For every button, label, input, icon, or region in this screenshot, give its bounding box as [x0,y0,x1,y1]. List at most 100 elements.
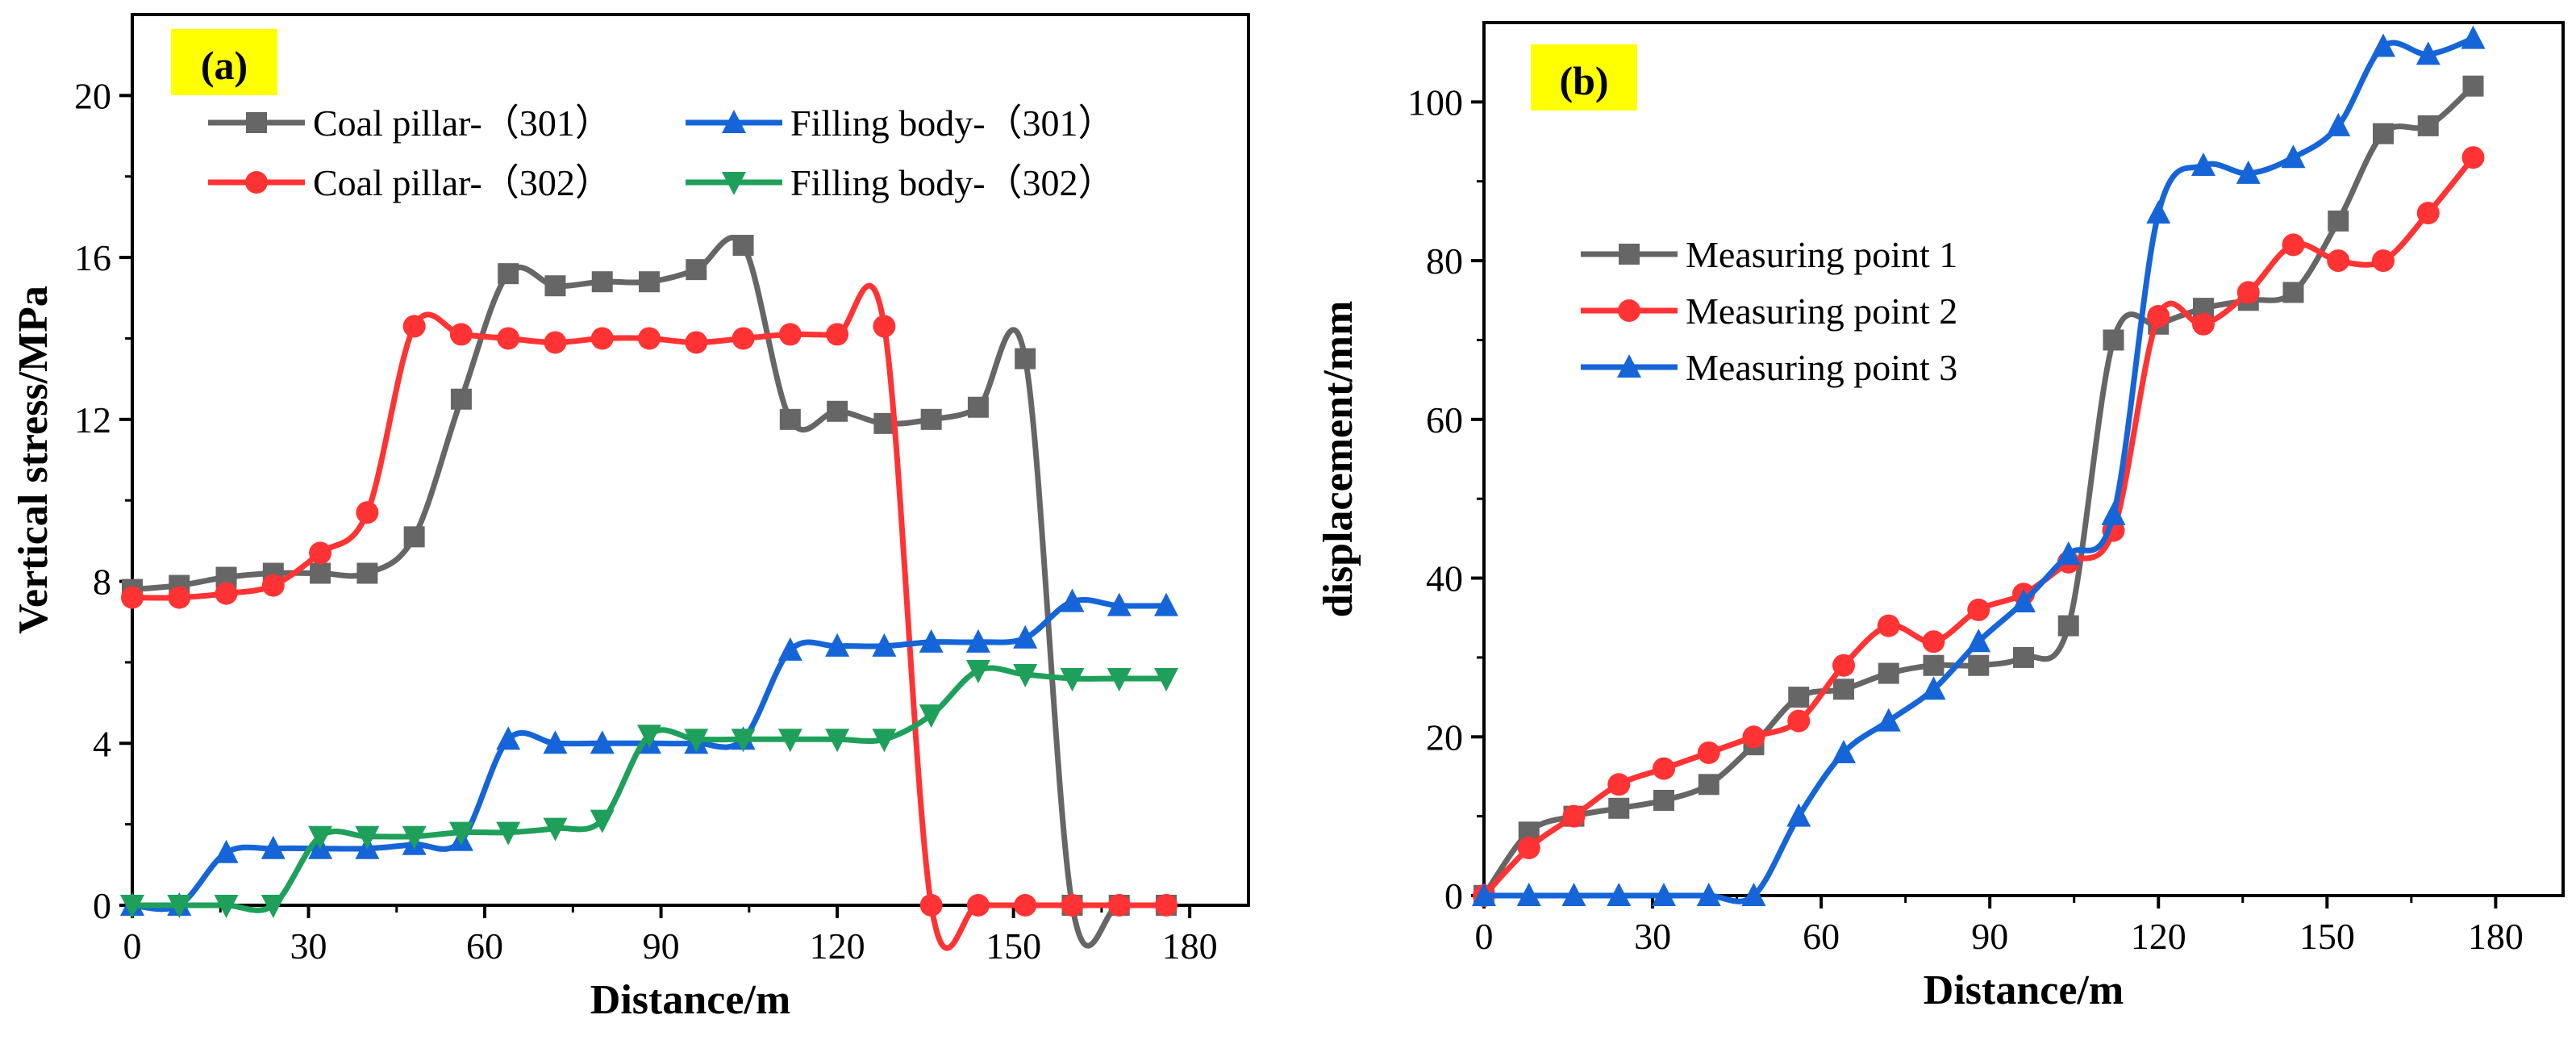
panel-a-legend-item: Filling body-（302） [686,162,1115,203]
panel-b-x-tick-label: 60 [1803,916,1840,957]
panel-b-legend-label: Measuring point 3 [1686,347,1957,388]
panel-a-data-point [215,582,238,605]
panel-a-data-point [496,821,521,846]
panel-b-data-point [1876,708,1901,732]
panel-b-data-point [1653,757,1675,780]
panel-a-data-point [214,839,239,863]
panel-a-data-point [919,894,943,917]
panel-b-data-point [2373,123,2394,144]
panel-b-data-point [2462,75,2484,97]
panel-a-legend-item: Filling body-（301） [686,102,1115,144]
panel-a-data-point [826,323,849,346]
panel-a-data-point [261,835,286,859]
panel-a-data-point [919,704,944,729]
panel-a-data-point [1155,894,1178,917]
panel-a-data-point [1154,592,1179,616]
panel-a-data-point [121,586,144,609]
panel-b-y-tick-label: 60 [1426,399,1463,441]
panel-b-data-point [1516,883,1541,906]
panel-a-data-point [732,327,755,350]
panel-a-data-point [496,726,521,750]
panel-a-data-point [827,400,848,422]
panel-a-data-point [544,275,566,297]
panel-a-data-point [543,817,568,842]
panel-a-data-point [356,501,379,524]
panel-b-data-point [2281,144,2306,169]
panel-a-y-tick-label: 8 [93,562,111,603]
panel-a-data-point [779,408,801,430]
panel-a-data-point [967,396,989,418]
panel-a-series-2 [121,282,1178,951]
panel-b-data-point [2236,160,2261,184]
panel-a-data-point [120,895,144,918]
panel-b-data-point [1832,739,1856,763]
panel-b-y-tick-label: 100 [1407,81,1463,123]
panel-b-data-point [2011,589,2036,613]
panel-a-legend-label: Coal pillar-（302） [313,162,612,203]
panel-a-data-point [965,659,990,683]
panel-a-series-line [131,596,1167,913]
panel-b-data-point [2056,541,2081,566]
panel-a-x-tick-label: 60 [466,925,503,967]
panel-a-data-point [1107,592,1132,616]
panel-a-legend-swatch-marker [245,171,268,194]
panel-b-series-line [1482,84,2475,898]
panel-a-x-axis-title: Distance/m [590,977,790,1023]
panel-b-data-point [2191,152,2215,177]
panel-b-data-point [1878,662,1899,684]
panel-b-legend-label: Measuring point 2 [1686,290,1957,332]
panel-a-data-point [590,730,615,754]
panel-b-legend-swatch-marker [1618,299,1640,322]
panel-a-panel-label-text: (a) [201,43,248,88]
panel-a-x-tick-label: 120 [810,925,865,967]
panel-a-data-point [639,271,661,293]
panel-b-data-point [2461,25,2486,49]
panel-a-data-point [261,895,286,918]
panel-b-data-point [1698,774,1719,796]
panel-b-data-point [1696,883,1721,906]
panel-a-data-point [1015,348,1036,370]
panel-b-y-tick-label: 0 [1444,875,1463,917]
panel-b-data-point [2057,615,2079,637]
panel-a-legend-swatch-marker [722,110,746,133]
panel-b-data-point [1786,803,1811,827]
panel-b-data-point [1833,679,1854,700]
panel-a-legend-swatch-marker [246,112,267,133]
panel-b-data-point [2101,501,2126,525]
panel-b-data-point [1966,629,1991,653]
panel-a-legend-item: Coal pillar-（302） [208,162,612,203]
panel-a-data-point [966,894,990,917]
panel-b-data-point [1787,709,1811,733]
panel-a-legend-swatch-marker [722,172,746,195]
panel-b-legend-item: Measuring point 1 [1581,234,1957,275]
panel-b-displacement-chart: 0 30 60 90 120 150 180 0 20 40 60 80 100 Distance/m di… [1315,21,2565,1013]
panel-b-data-point [2417,115,2439,136]
panel-b-data-point [2371,33,2395,57]
panel-a-data-point [1014,894,1037,917]
panel-b-data-point [1741,883,1766,906]
panel-a-series-line [132,665,1166,913]
panel-a-y-axis-title: Vertical stress/MPa [10,286,56,634]
panel-b-data-point [1967,598,1990,621]
panel-a-series-1 [122,235,1178,949]
panel-a-data-point [591,271,613,293]
panel-b-data-point [2326,112,2351,136]
panel-a-data-point [965,629,990,653]
panel-a-legend-item: Coal pillar-（301） [208,102,612,144]
panel-b-data-point [1697,741,1720,764]
panel-a-data-point [1013,624,1038,649]
panel-a-legend-label: Filling body-（302） [790,162,1115,203]
panel-b-legend-swatch-marker [1619,244,1640,265]
panel-a-x-tick-label: 30 [290,925,327,967]
panel-a-data-point [1107,894,1131,917]
panel-a-data-point [872,729,897,753]
panel-a-data-point [310,562,331,584]
panel-a-data-point [1060,588,1085,612]
panel-a-data-point [448,821,473,846]
panel-a-panel-label-bg [171,29,277,95]
panel-a-y-tick-label: 12 [74,399,111,441]
panel-a-data-point [920,408,942,430]
panel-a-data-point [355,825,380,850]
panel-b-panel-label-bg [1531,44,1637,111]
panel-a-data-point [590,809,615,833]
